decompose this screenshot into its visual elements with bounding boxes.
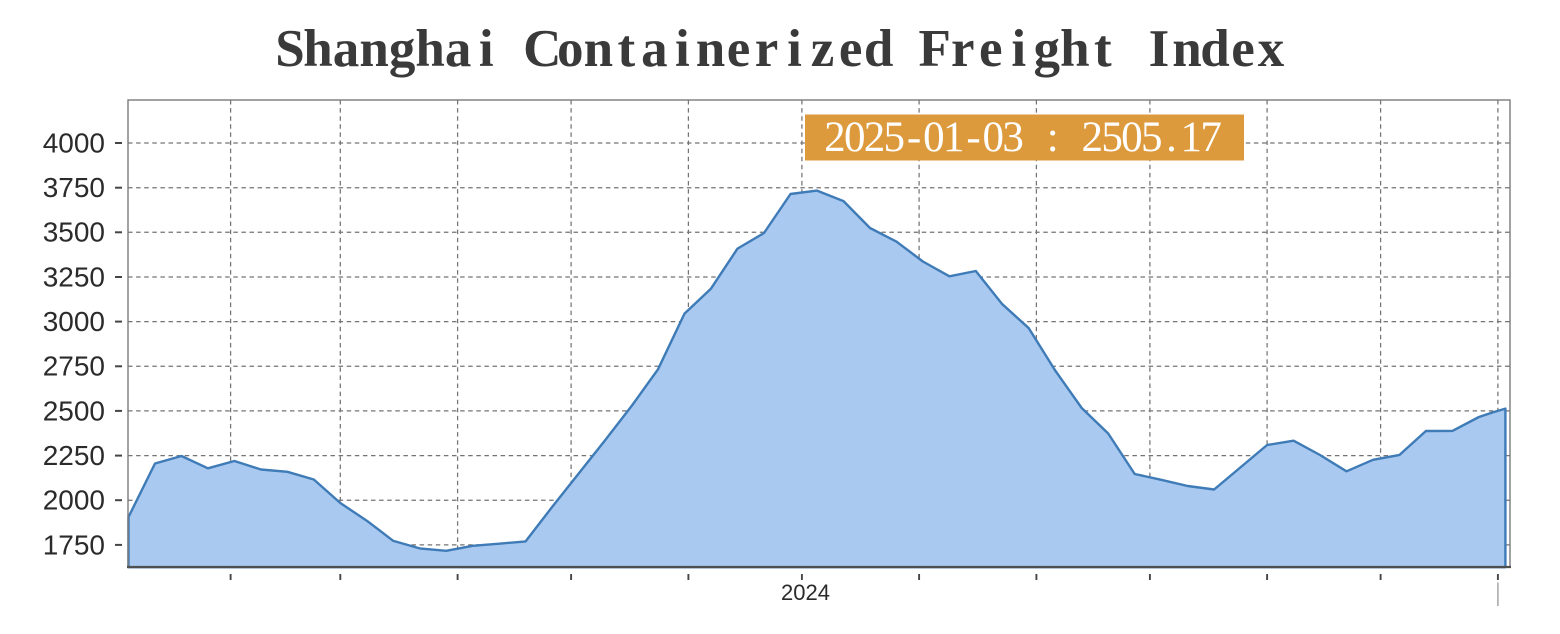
svg-text:2250: 2250	[43, 440, 105, 471]
svg-text:2000: 2000	[43, 485, 105, 516]
svg-text:2750: 2750	[43, 351, 105, 382]
svg-text:2500: 2500	[43, 395, 105, 426]
svg-text:3750: 3750	[43, 172, 105, 203]
svg-text:2024: 2024	[781, 580, 830, 605]
svg-text:3250: 3250	[43, 261, 105, 292]
svg-text:1750: 1750	[43, 529, 105, 560]
svg-text:4000: 4000	[43, 127, 105, 158]
svg-text:2025-01-03 : 2505.17: 2025-01-03 : 2505.17	[824, 114, 1222, 161]
svg-text:3000: 3000	[43, 306, 105, 337]
svg-text:3500: 3500	[43, 217, 105, 248]
